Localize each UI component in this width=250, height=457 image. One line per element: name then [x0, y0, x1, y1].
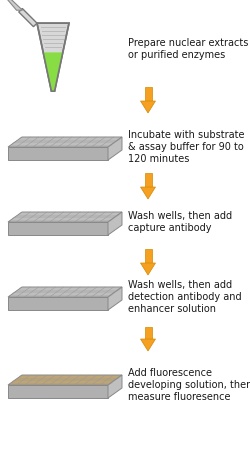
Polygon shape [108, 287, 122, 310]
Polygon shape [140, 187, 156, 199]
Text: Wash wells, then add
detection antibody and
enhancer solution: Wash wells, then add detection antibody … [128, 280, 242, 314]
Polygon shape [8, 385, 108, 398]
Text: Incubate with substrate
& assay buffer for 90 to
120 minutes: Incubate with substrate & assay buffer f… [128, 130, 244, 165]
Polygon shape [8, 222, 108, 235]
Polygon shape [108, 137, 122, 160]
Polygon shape [8, 147, 108, 160]
Polygon shape [8, 297, 108, 310]
Polygon shape [8, 212, 122, 222]
Polygon shape [37, 23, 69, 91]
Polygon shape [8, 137, 122, 147]
Polygon shape [140, 339, 156, 351]
Polygon shape [19, 8, 37, 27]
Polygon shape [108, 375, 122, 398]
Polygon shape [144, 173, 152, 187]
Polygon shape [108, 212, 122, 235]
Polygon shape [144, 327, 152, 339]
Polygon shape [43, 53, 63, 91]
Polygon shape [144, 249, 152, 263]
Text: Wash wells, then add
capture antibody: Wash wells, then add capture antibody [128, 211, 232, 233]
Polygon shape [0, 0, 22, 10]
Text: Prepare nuclear extracts
or purified enzymes: Prepare nuclear extracts or purified enz… [128, 38, 248, 60]
Polygon shape [140, 101, 156, 113]
Polygon shape [8, 287, 122, 297]
Polygon shape [140, 263, 156, 275]
Text: Add fluorescence
developing solution, then
measure fluoresence: Add fluorescence developing solution, th… [128, 367, 250, 403]
Polygon shape [144, 87, 152, 101]
Polygon shape [8, 375, 122, 385]
